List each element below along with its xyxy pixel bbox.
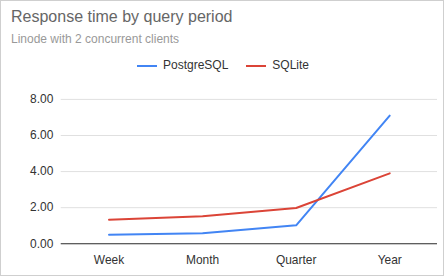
- html-text:SQLite: SQLite: [272, 58, 309, 72]
- svg-text:0.00: 0.00: [30, 237, 54, 251]
- svg-text:Week: Week: [94, 253, 124, 267]
- html-text:PostgreSQL: PostgreSQL: [163, 58, 229, 72]
- svg-text:8.00: 8.00: [30, 92, 54, 106]
- svg-text:2.00: 2.00: [30, 200, 54, 214]
- svg-text:Year: Year: [378, 253, 402, 267]
- svg-text:6.00: 6.00: [30, 128, 54, 142]
- html-text:Response time by query period: Response time by query period: [11, 8, 233, 25]
- svg-text:Quarter: Quarter: [276, 253, 316, 267]
- svg-text:Month: Month: [186, 253, 219, 267]
- html-text:Linode with 2 concurrent clien: Linode with 2 concurrent clients: [11, 32, 180, 46]
- svg-text:4.00: 4.00: [30, 164, 54, 178]
